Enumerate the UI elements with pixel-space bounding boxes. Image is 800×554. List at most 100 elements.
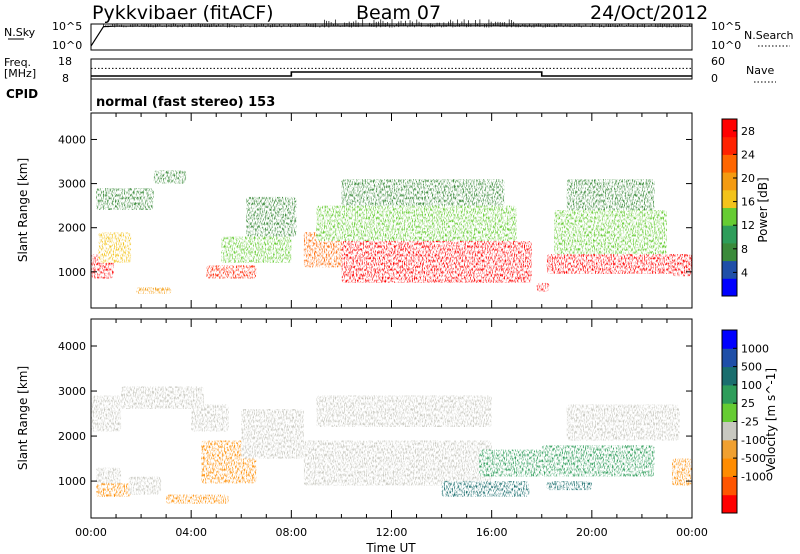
nsearch-label: N.Search (744, 29, 794, 42)
power-colorbar-tick-label: 28 (741, 125, 755, 138)
y-tick-label: 4000 (58, 133, 86, 146)
freq-label: Freq. (4, 56, 31, 69)
scatter-region (541, 445, 655, 477)
velocity-colorbar-segment (722, 494, 737, 514)
velocity-colorbar-segment (722, 330, 737, 349)
scatter-region (566, 179, 655, 211)
noise-left-tick-top: 10^5 (52, 20, 82, 33)
x-tick-label: 00:00 (75, 526, 107, 539)
scatter-region (96, 467, 122, 486)
x-tick-label: 20:00 (576, 526, 608, 539)
frequency-panel: Freq. [MHz] 18 8 60 0 Nave (4, 55, 776, 85)
power-ylabel: Slant Range [km] (16, 158, 30, 262)
scatter-region (671, 458, 692, 486)
x-tick-label: 00:00 (676, 526, 708, 539)
power-colorbar-tick-label: 16 (741, 196, 755, 209)
velocity-colorbar-tick-label: -25 (741, 416, 759, 429)
power-colorbar-segment (722, 278, 737, 297)
velocity-colorbar-segment (722, 366, 737, 386)
velocity-colorbar: 1000 500 100 25 -25 -100 -500 -1000 (721, 329, 773, 514)
freq-frame (90, 58, 693, 80)
velocity-colorbar-tick-label: -500 (741, 452, 766, 465)
y-tick-label: 3000 (58, 178, 86, 191)
noise-right-tick-bottom: 10^0 (711, 39, 741, 52)
power-colorbar-label: Power [dB] (756, 177, 770, 242)
nave-right-tick-top: 60 (711, 55, 725, 68)
x-tick-label: 16:00 (476, 526, 508, 539)
power-colorbar-segment (722, 207, 737, 226)
scatter-region (166, 494, 229, 504)
velocity-x-axis: 00:00 04:00 08:00 12:00 16:00 20:00 00:00 (75, 319, 708, 539)
scatter-region (554, 210, 667, 255)
scatter-region (441, 481, 530, 497)
date-label: 24/Oct/2012 (590, 2, 709, 24)
velocity-colorbar-segment (722, 476, 737, 496)
y-tick-label: 2000 (58, 430, 86, 443)
freq-series-line (91, 71, 692, 77)
nsky-series-line (90, 25, 692, 47)
scatter-region (566, 404, 680, 441)
nave-label: Nave (746, 64, 774, 77)
freq-left-tick-bottom: 8 (62, 72, 69, 85)
scatter-region (546, 481, 592, 491)
power-colorbar: 4 8 12 16 20 24 28 (721, 118, 755, 297)
scatter-region (221, 236, 292, 263)
power-panel: 1000 2000 3000 4000 Slant Range [km] 4 8 12 16… (16, 112, 770, 309)
velocity-colorbar-tick-label: 25 (741, 397, 755, 410)
velocity-colorbar-tick-label: 100 (741, 379, 762, 392)
beam-label: Beam 07 (356, 2, 442, 24)
scatter-region (128, 476, 162, 495)
velocity-scatter-layer (91, 386, 692, 504)
noise-panel: N.Sky 10^5 10^0 10^5 10^0 N.Search (4, 19, 794, 52)
freq-unit-label: [MHz] (4, 67, 36, 80)
y-tick-label: 4000 (58, 340, 86, 353)
noise-frame (90, 23, 693, 51)
x-tick-label: 08:00 (275, 526, 307, 539)
power-colorbar-tick-label: 4 (741, 266, 748, 279)
scatter-region (341, 240, 532, 283)
scatter-region (241, 409, 304, 459)
power-colorbar-tick-label: 20 (741, 172, 755, 185)
scatter-region (341, 179, 505, 206)
velocity-colorbar-segment (722, 439, 737, 459)
scatter-region (546, 254, 680, 275)
scatter-region (96, 483, 132, 497)
scatter-region (91, 395, 122, 432)
station-title: Pykkvibaer (fitACF) (92, 2, 274, 24)
power-colorbar-segment (722, 172, 737, 191)
velocity-ylabel: Slant Range [km] (16, 366, 30, 470)
y-tick-label: 1000 (58, 475, 86, 488)
velocity-colorbar-tick-label: -1000 (741, 470, 773, 483)
scatter-region (206, 265, 257, 279)
velocity-panel: 1000 2000 3000 4000 00:00 04:00 08:00 12:00 16:… (16, 318, 778, 554)
power-colorbar-segment (722, 225, 737, 244)
velocity-colorbar-segment (722, 348, 737, 368)
noise-right-tick-top: 10^5 (711, 20, 741, 33)
velocity-colorbar-segment (722, 458, 737, 477)
cpid-label: CPID (6, 87, 38, 101)
x-tick-label: 04:00 (175, 526, 207, 539)
noise-spikes (103, 19, 693, 28)
scatter-region (671, 254, 692, 277)
velocity-colorbar-tick-label: 1000 (741, 342, 769, 355)
y-tick-label: 1000 (58, 266, 86, 279)
velocity-y-axis: 1000 2000 3000 4000 (58, 340, 692, 488)
velocity-colorbar-segment (722, 421, 737, 441)
power-colorbar-segment (722, 136, 737, 155)
noise-left-tick-bottom: 10^0 (52, 39, 82, 52)
power-colorbar-frame (721, 118, 738, 297)
scatter-region (316, 205, 517, 241)
freq-left-tick-top: 18 (58, 55, 72, 68)
power-colorbar-segment (722, 260, 737, 279)
y-tick-label: 2000 (58, 222, 86, 235)
scatter-region (303, 440, 492, 486)
scatter-region (536, 282, 550, 292)
scatter-region (479, 449, 542, 477)
scatter-region (246, 196, 297, 237)
power-y-axis: 1000 2000 3000 4000 (58, 133, 692, 279)
power-scatter-layer (91, 170, 692, 294)
cpid-row: CPID normal (fast stereo) 153 (6, 79, 275, 111)
scatter-region (191, 404, 229, 432)
power-x-ticks (90, 113, 693, 308)
